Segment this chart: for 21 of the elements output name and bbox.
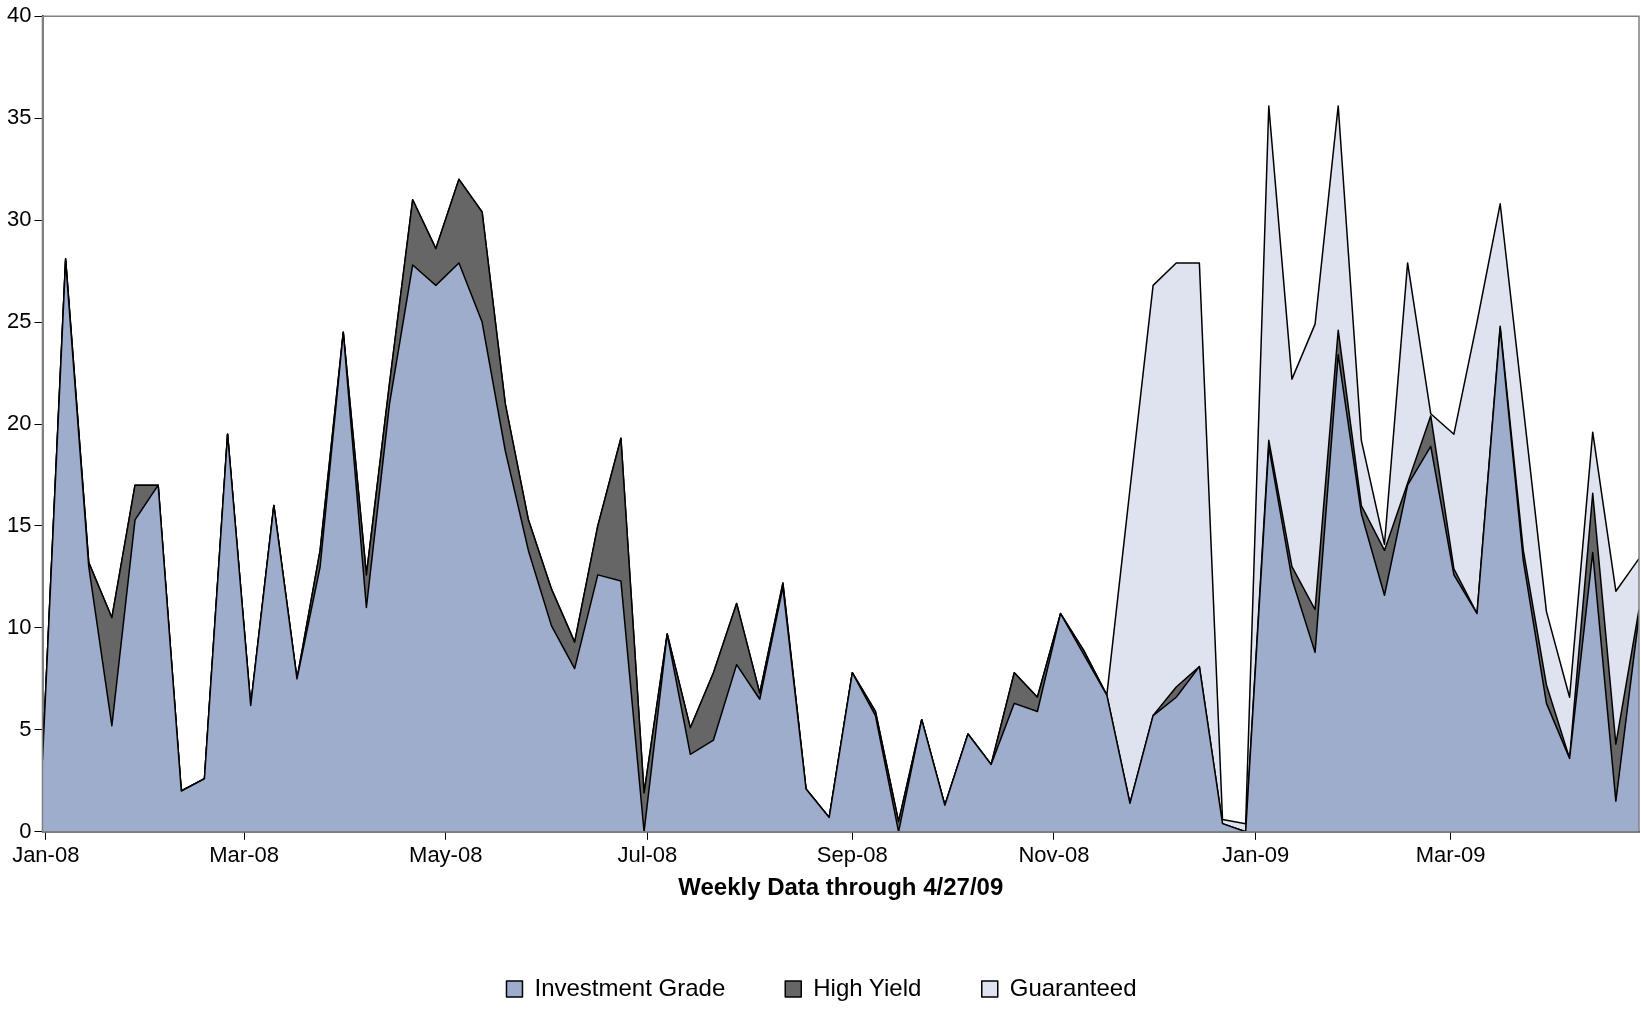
- x-tick-label: Jan-09: [1221, 842, 1290, 868]
- x-tick-label: Mar-08: [209, 842, 279, 868]
- y-tick-label: 40: [6, 2, 32, 28]
- x-tick-label: Jan-08: [12, 842, 80, 868]
- y-tick-label: 10: [6, 613, 32, 639]
- y-tick-label: 0: [19, 817, 32, 843]
- x-tick-label: Mar-09: [1415, 842, 1486, 868]
- y-tick-label: 20: [6, 410, 32, 436]
- legend-label: Guaranteed: [1009, 973, 1137, 1001]
- x-tick-label: Nov-08: [1018, 842, 1090, 868]
- x-tick-label: Sep-08: [816, 842, 888, 868]
- y-tick-label: 15: [6, 512, 32, 538]
- x-tick-label: May-08: [409, 842, 483, 868]
- y-tick-label: 25: [6, 308, 32, 334]
- y-tick-label: 30: [6, 206, 32, 232]
- legend-label: High Yield: [813, 973, 922, 1001]
- x-axis-title: Weekly Data through 4/27/09: [678, 873, 1004, 901]
- x-tick-label: Jul-08: [617, 842, 678, 868]
- y-tick-label: 35: [6, 104, 32, 130]
- legend-label: Investment Grade: [534, 973, 726, 1001]
- y-tick-label: 5: [19, 715, 32, 741]
